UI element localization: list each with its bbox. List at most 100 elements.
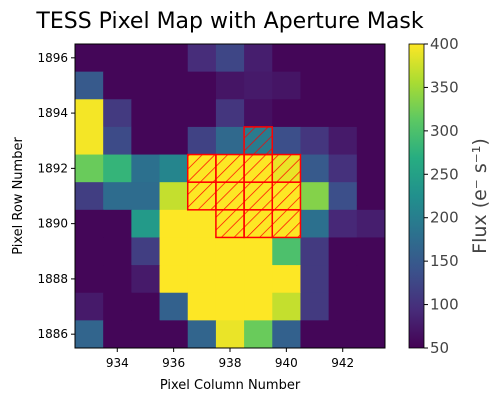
heatmap-cell [356, 209, 386, 238]
heatmap-cell [300, 44, 330, 73]
heatmap-cell [187, 237, 217, 266]
heatmap-cell [187, 320, 217, 349]
heatmap-cell [187, 292, 217, 321]
aperture-mask-cell [186, 181, 217, 211]
heatmap-cell [215, 237, 245, 266]
heatmap-cell [272, 71, 301, 100]
colorbar-tick-label: 350 [430, 78, 459, 96]
heatmap-cell [75, 154, 104, 183]
heatmap-cell [272, 237, 301, 266]
y-tick-label: 1896 [37, 51, 68, 65]
heatmap-cell [75, 44, 104, 73]
heatmap-cell [328, 154, 358, 183]
heatmap-cell [328, 71, 358, 100]
heatmap-cell [159, 320, 189, 349]
heatmap-cell [159, 44, 189, 73]
aperture-mask-cell [215, 181, 245, 211]
heatmap-cell [103, 71, 132, 100]
heatmap-cell [75, 209, 104, 238]
heatmap-cell [159, 154, 189, 183]
heatmap-cell [131, 320, 161, 349]
colorbar-tick-label: 250 [430, 165, 459, 183]
heatmap-cell [328, 182, 358, 211]
heatmap-cell [103, 99, 132, 128]
heatmap-cell [131, 71, 161, 100]
heatmap-cell [328, 99, 358, 128]
heatmap-cell [272, 126, 301, 156]
heatmap-cell [328, 265, 358, 294]
colorbar-tick-label: 400 [430, 35, 459, 53]
x-axis-label: Pixel Column Number [160, 378, 301, 393]
heatmap-cell [356, 44, 386, 73]
heatmap-cell [356, 182, 386, 211]
colorbar-tick-label: 150 [430, 252, 459, 270]
heatmap-cell [356, 71, 386, 100]
heatmap-cell [215, 126, 245, 156]
aperture-mask-cell [186, 153, 217, 183]
heatmap-cell [75, 320, 104, 349]
heatmap-cell [244, 71, 273, 100]
heatmap-cell [328, 292, 358, 321]
heatmap-cell [159, 71, 189, 100]
heatmap-cell [131, 237, 161, 266]
heatmap-cell [300, 154, 330, 183]
y-tick-label: 1888 [37, 272, 68, 286]
heatmap-cell [75, 237, 104, 266]
colorbar-label: Flux (e⁻ s⁻¹) [469, 138, 491, 254]
heatmap-cell [159, 265, 189, 294]
heatmap-cell [131, 265, 161, 294]
heatmap-cell [159, 99, 189, 128]
heatmap-cell [75, 182, 104, 211]
chart-title: TESS Pixel Map with Aperture Mask [35, 9, 423, 34]
heatmap-cell [75, 265, 104, 294]
aperture-mask-cell [243, 126, 274, 156]
y-axis-label: Pixel Row Number [11, 137, 26, 255]
aperture-mask-cell [215, 209, 245, 239]
heatmap-cell [215, 320, 245, 349]
heatmap-cell [103, 320, 132, 349]
heatmap-cell [300, 99, 330, 128]
heatmap-cell [103, 265, 132, 294]
heatmap-cell [244, 265, 273, 294]
heatmap-cell [272, 99, 301, 128]
heatmap-cell [215, 292, 245, 321]
y-tick-label: 1886 [37, 327, 68, 341]
colorbar-tick-label: 100 [430, 296, 459, 314]
heatmap-cell [300, 126, 330, 156]
x-tick-label: 942 [331, 356, 354, 370]
colorbar-tick-label: 200 [430, 209, 459, 227]
y-tick-label: 1892 [37, 161, 68, 175]
heatmap-cell [328, 320, 358, 349]
heatmap-cell [159, 209, 189, 238]
aperture-mask-cell [215, 153, 245, 183]
heatmap-cell [272, 292, 301, 321]
heatmap-cell [75, 292, 104, 321]
heatmap-cell [131, 209, 161, 238]
y-axis-ticks: 1886 1888 1890 1892 1894 1896 [37, 51, 75, 341]
heatmap-cell [131, 154, 161, 183]
aperture-mask-cell [243, 153, 274, 183]
aperture-mask-cell [243, 181, 274, 211]
heatmap-cell [75, 71, 104, 100]
aperture-mask [186, 126, 302, 239]
heatmap-cell [272, 265, 301, 294]
heatmap-cell [187, 265, 217, 294]
heatmap-cell [187, 71, 217, 100]
heatmap-cell [103, 237, 132, 266]
heatmap-cell [103, 44, 132, 73]
colorbar-tick-label: 300 [430, 122, 459, 140]
aperture-mask-cell [271, 153, 302, 183]
heatmap-cell [131, 292, 161, 321]
heatmap-cell [159, 237, 189, 266]
heatmap-cell [300, 209, 330, 238]
heatmap-cell [131, 126, 161, 156]
heatmap-cell [328, 209, 358, 238]
colorbar-ticks: 50 100 150 200 250 300 350 400 [424, 35, 459, 357]
heatmap-cell [356, 126, 386, 156]
heatmap-cell [328, 126, 358, 156]
heatmap-cell [244, 99, 273, 128]
heatmap-cell [244, 44, 273, 73]
heatmap-cell [187, 99, 217, 128]
heatmap-cell [215, 71, 245, 100]
heatmap-cell [159, 292, 189, 321]
